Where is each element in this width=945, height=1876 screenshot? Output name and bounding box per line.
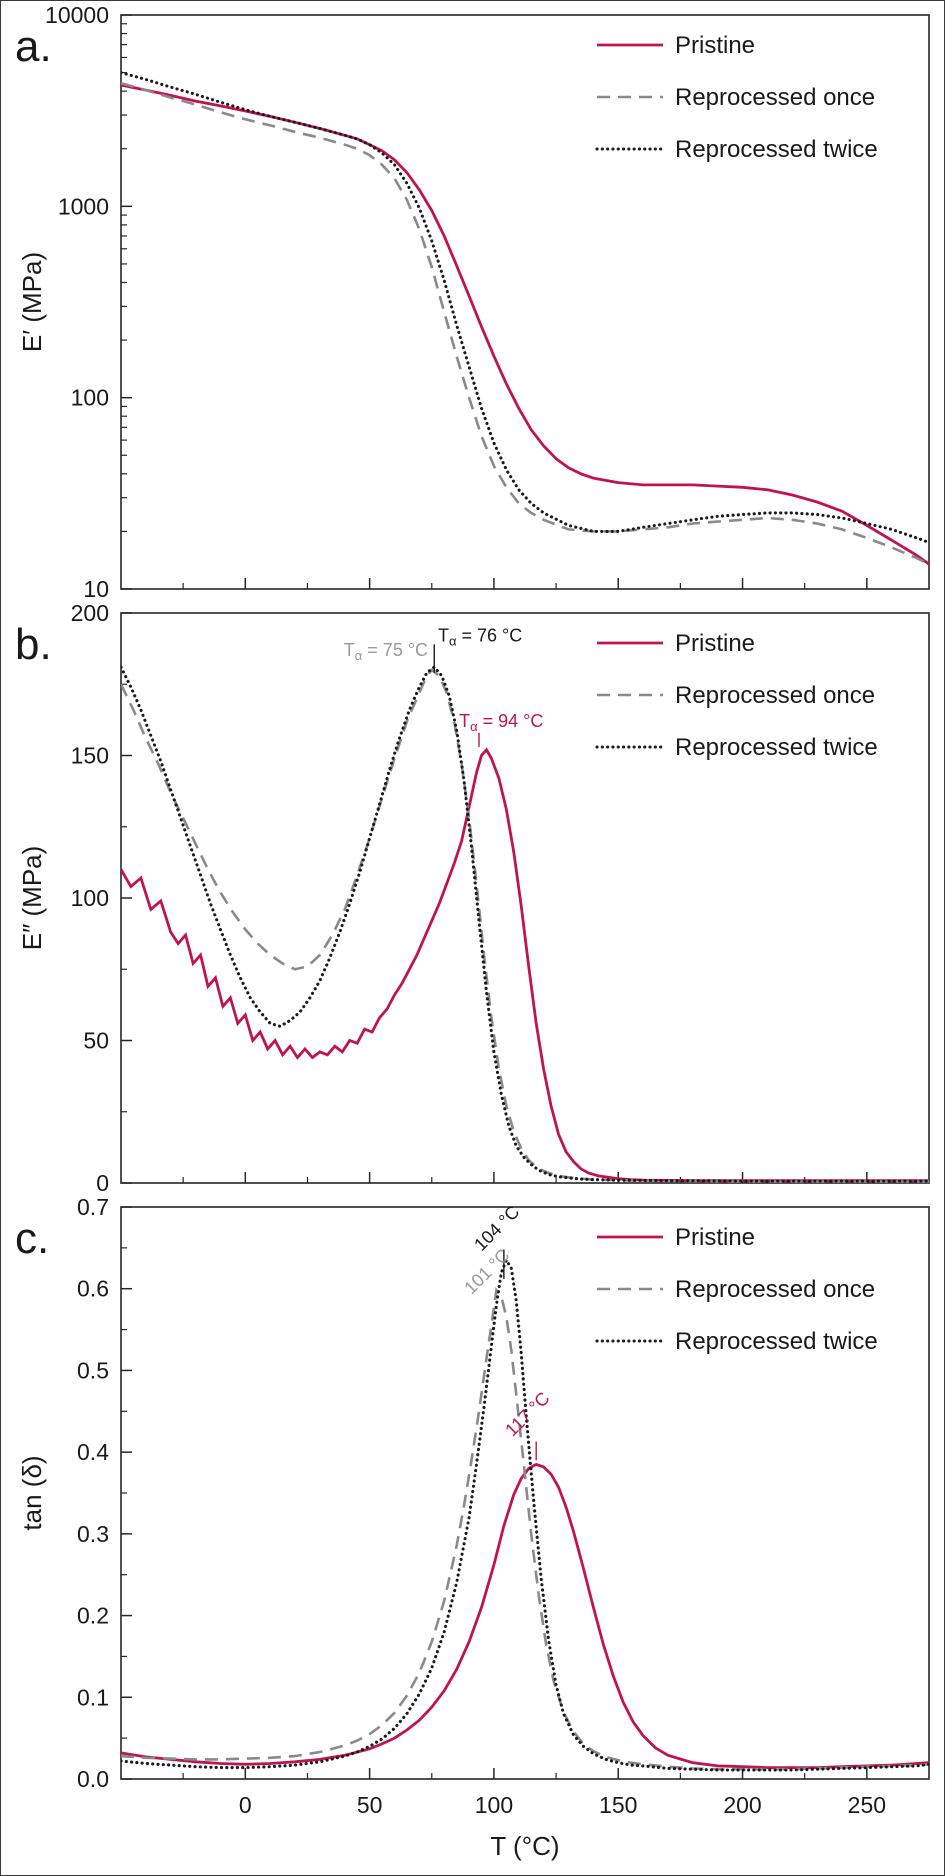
- y-tick-label-a: 10000: [45, 2, 109, 28]
- x-tick-label: 150: [599, 1792, 637, 1818]
- curve-reprocessed-twice: [121, 71, 929, 545]
- curve-reprocessed-twice: [121, 1256, 929, 1772]
- panel-label-a: a.: [15, 22, 52, 71]
- curve-reprocessed-once: [121, 81, 929, 566]
- legend-label: Pristine: [675, 630, 755, 657]
- legend-label: Reprocessed once: [675, 84, 875, 111]
- panel-label-b: b.: [15, 620, 52, 669]
- legend-item-reprocessed-twice: Reprocessed twice: [595, 1328, 878, 1355]
- y-tick-label-c: 0.3: [77, 1521, 109, 1547]
- y-tick-label-b: 50: [83, 1028, 109, 1054]
- y-tick-label-b: 100: [71, 885, 109, 911]
- legend-item-pristine: Pristine: [597, 1224, 755, 1251]
- legend-item-reprocessed-once: Reprocessed once: [597, 84, 875, 111]
- legend-label: Reprocessed once: [675, 1276, 875, 1303]
- legend-item-reprocessed-once: Reprocessed once: [597, 682, 875, 709]
- panel-b: 0 50 100 150 200 Pristine Reprocessed once Repr…: [15, 600, 930, 1196]
- plot-frame-c: [120, 1206, 930, 1780]
- legend-label: Reprocessed twice: [675, 1328, 878, 1355]
- curve-reprocessed-twice: [121, 664, 929, 1183]
- y-tick-label-c: 0.7: [77, 1194, 109, 1220]
- curve-pristine: [121, 1462, 929, 1769]
- legend-item-reprocessed-twice: Reprocessed twice: [595, 734, 878, 761]
- peak-annotation: Tα = 94 °C: [459, 711, 543, 734]
- y-tick-label-c: 0.0: [77, 1766, 109, 1792]
- x-tick-label: 250: [848, 1792, 886, 1818]
- legend-item-reprocessed-once: Reprocessed once: [597, 1276, 875, 1303]
- legend-item-pristine: Pristine: [597, 32, 755, 59]
- plot-frame-b: [120, 612, 930, 1184]
- x-tick-label: 200: [723, 1792, 761, 1818]
- y-tick-label-b: 0: [96, 1170, 109, 1196]
- y-axis-title-a: E′ (MPa): [17, 252, 47, 352]
- x-axis-title: T (°C): [490, 1831, 559, 1861]
- y-tick-label-c: 0.1: [77, 1684, 109, 1710]
- y-tick-label-c: 0.2: [77, 1603, 109, 1629]
- panel-a: 10 100 1000 10000 Pristine Reprocessed once Re…: [15, 2, 930, 602]
- panel-c: 0.0 0.1 0.2 0.3 0.4 0.5 0.6 0.7 Pristine Reproces…: [15, 1194, 930, 1792]
- y-tick-label-c: 0.5: [77, 1357, 109, 1383]
- x-tick-label: 0: [239, 1792, 252, 1818]
- y-tick-label-b: 200: [71, 600, 109, 626]
- legend-label: Reprocessed twice: [675, 136, 878, 163]
- y-tick-label-a: 1000: [58, 193, 109, 219]
- legend-label: Reprocessed once: [675, 682, 875, 709]
- y-axis-title-b: E″ (MPa): [17, 846, 47, 951]
- legend-label: Pristine: [675, 32, 755, 59]
- legend-label: Reprocessed twice: [675, 734, 878, 761]
- panel-label-c: c.: [15, 1214, 49, 1263]
- peak-annotation: Tα = 76 °C: [438, 626, 522, 649]
- legend-item-pristine: Pristine: [597, 630, 755, 657]
- y-tick-label-a: 10: [83, 576, 109, 602]
- legend-label: Pristine: [675, 1224, 755, 1251]
- plot-frame-a: [120, 14, 930, 590]
- x-tick-label: 50: [357, 1792, 383, 1818]
- y-axis-title-c: tan (δ): [17, 1455, 47, 1530]
- y-tick-label-b: 150: [71, 743, 109, 769]
- x-tick-label: 100: [475, 1792, 513, 1818]
- y-tick-label-c: 0.4: [77, 1439, 109, 1465]
- y-tick-label-c: 0.6: [77, 1276, 109, 1302]
- y-tick-label-a: 100: [71, 385, 109, 411]
- legend-item-reprocessed-twice: Reprocessed twice: [595, 136, 878, 163]
- peak-annotation: Tα = 75 °C: [344, 640, 428, 663]
